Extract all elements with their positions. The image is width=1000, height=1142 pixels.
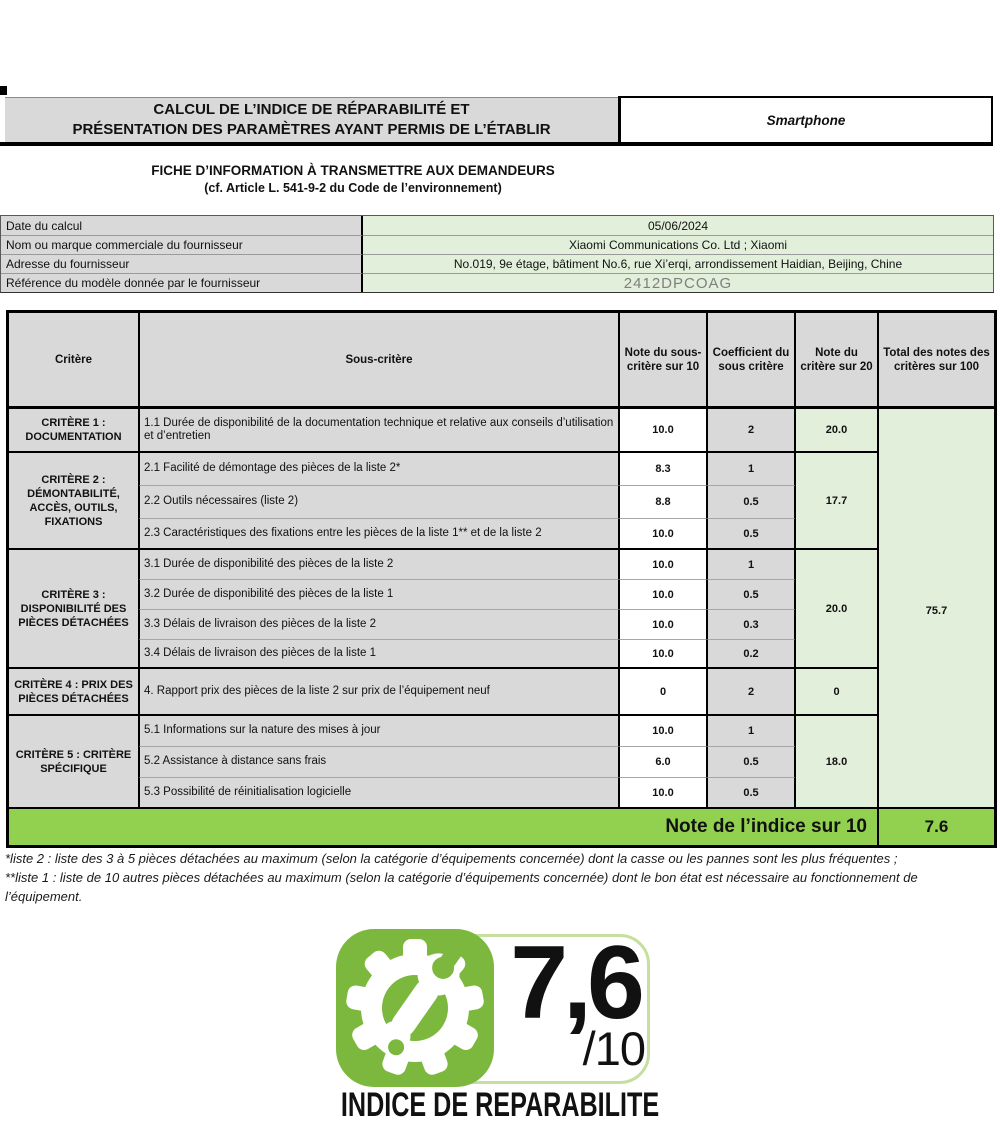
- subcriterion-2-2-coef: 0.5: [707, 485, 795, 518]
- col-header-coefficient: Coefficient du sous critère: [707, 312, 795, 408]
- subcriterion-5-2-note: 6.0: [619, 746, 707, 777]
- subcriterion-3-3-coef: 0.3: [707, 609, 795, 639]
- subcriterion-5-2-coef: 0.5: [707, 746, 795, 777]
- subcriterion-3-1-coef: 1: [707, 549, 795, 579]
- footnote-liste-2: *liste 2 : liste des 3 à 5 pièces détach…: [5, 851, 898, 866]
- logo-score-value: 7,6: [510, 925, 645, 1041]
- info-value-supplier-name: Xiaomi Communications Co. Ltd ; Xiaomi: [363, 235, 993, 254]
- col-header-note-20: Note du critère sur 20: [795, 312, 878, 408]
- subcriterion-3-2-label: 3.2 Durée de disponibilité des pièces de…: [139, 579, 619, 609]
- subcriterion-2-2-note: 8.8: [619, 485, 707, 518]
- criterion-5-note20: 18.0: [795, 715, 878, 808]
- col-header-critere: Critère: [8, 312, 139, 408]
- index-row-value: 7.6: [878, 808, 995, 846]
- subcriterion-3-2-note: 10.0: [619, 579, 707, 609]
- subcriterion-3-3-note: 10.0: [619, 609, 707, 639]
- title-line-1: CALCUL DE L’INDICE DE RÉPARABILITÉ ET: [153, 101, 470, 118]
- criterion-2-name: CRITÈRE 2 : DÉMONTABILITÉ, ACCÈS, OUTILS…: [8, 452, 139, 549]
- subcriterion-5-1-note: 10.0: [619, 715, 707, 746]
- subcriterion-3-1-note: 10.0: [619, 549, 707, 579]
- criterion-3-name: CRITÈRE 3 : DISPONIBILITÉ DES PIÈCES DÉT…: [8, 549, 139, 668]
- footnotes: *liste 2 : liste des 3 à 5 pièces détach…: [5, 849, 993, 906]
- supplier-info-table: [0, 215, 994, 293]
- subcriterion-2-3-label: 2.3 Caractéristiques des fixations entre…: [139, 518, 619, 549]
- header-divider: [0, 142, 993, 146]
- gear-wrench-icon: [336, 929, 494, 1087]
- criterion-4-note20: 0: [795, 668, 878, 715]
- subcriterion-5-3-coef: 0.5: [707, 777, 795, 808]
- criterion-4-name: CRITÈRE 4 : PRIX DES PIÈCES DÉTACHÉES: [8, 668, 139, 715]
- subcriterion-4-label: 4. Rapport prix des pièces de la liste 2…: [139, 668, 619, 715]
- subcriterion-3-4-label: 3.4 Délais de livraison des pièces de la…: [139, 639, 619, 668]
- criterion-5-name: CRITÈRE 5 : CRITÈRE SPÉCIFIQUE: [8, 715, 139, 808]
- info-value-date: 05/06/2024: [363, 216, 993, 235]
- subcriterion-3-1-label: 3.1 Durée de disponibilité des pièces de…: [139, 549, 619, 579]
- subcriterion-3-4-note: 10.0: [619, 639, 707, 668]
- subcriterion-1-1-coef: 2: [707, 408, 795, 452]
- product-category-box: Smartphone: [618, 96, 993, 142]
- subtitle-line-2: (cf. Article L. 541-9-2 du Code de l’env…: [204, 181, 502, 195]
- criterion-2-note20: 17.7: [795, 452, 878, 549]
- index-row-label: Note de l’indice sur 10: [8, 808, 878, 846]
- logo-score-denominator: /10: [582, 1022, 646, 1075]
- logo-caption: INDICE DE REPARABILITE: [0, 1086, 1000, 1124]
- subcriterion-1-1-label: 1.1 Durée de disponibilité de la documen…: [139, 408, 619, 452]
- subcriterion-5-3-label: 5.3 Possibilité de réinitialisation logi…: [139, 777, 619, 808]
- subcriterion-2-3-note: 10.0: [619, 518, 707, 549]
- subcriterion-4-coef: 2: [707, 668, 795, 715]
- col-header-sous-critere: Sous-critère: [139, 312, 619, 408]
- subcriterion-3-4-coef: 0.2: [707, 639, 795, 668]
- criterion-3-note20: 20.0: [795, 549, 878, 668]
- subcriterion-2-3-coef: 0.5: [707, 518, 795, 549]
- subcriterion-3-2-coef: 0.5: [707, 579, 795, 609]
- subcriterion-2-1-note: 8.3: [619, 452, 707, 485]
- subcriterion-5-3-note: 10.0: [619, 777, 707, 808]
- logo-caption-text: INDICE DE REPARABILITE: [340, 1086, 660, 1124]
- criterion-1-note20: 20.0: [795, 408, 878, 452]
- col-header-total-100: Total des notes des critères sur 100: [878, 312, 995, 408]
- subcriterion-5-1-label: 5.1 Informations sur la nature des mises…: [139, 715, 619, 746]
- document-title: CALCUL DE L’INDICE DE RÉPARABILITÉ ET PR…: [5, 97, 618, 142]
- document-subtitle: FICHE D’INFORMATION À TRANSMETTRE AUX DE…: [0, 162, 706, 196]
- subcriterion-1-1-note: 10.0: [619, 408, 707, 452]
- criterion-1-name: CRITÈRE 1 : DOCUMENTATION: [8, 408, 139, 452]
- footnote-liste-1: **liste 1 : liste de 10 autres pièces dé…: [5, 870, 918, 904]
- product-category: Smartphone: [766, 112, 846, 128]
- subcriterion-2-1-coef: 1: [707, 452, 795, 485]
- subcriterion-5-1-coef: 1: [707, 715, 795, 746]
- subcriterion-2-1-label: 2.1 Facilité de démontage des pièces de …: [139, 452, 619, 485]
- info-label-supplier-name: Nom ou marque commerciale du fournisseur: [1, 235, 363, 254]
- page-border-tick: [0, 86, 7, 95]
- subcriterion-2-2-label: 2.2 Outils nécessaires (liste 2): [139, 485, 619, 518]
- info-label-supplier-address: Adresse du fournisseur: [1, 254, 363, 273]
- subcriterion-5-2-label: 5.2 Assistance à distance sans frais: [139, 746, 619, 777]
- subcriterion-4-note: 0: [619, 668, 707, 715]
- subcriterion-3-3-label: 3.3 Délais de livraison des pièces de la…: [139, 609, 619, 639]
- title-line-2: PRÉSENTATION DES PARAMÈTRES AYANT PERMIS…: [72, 121, 551, 138]
- info-label-date: Date du calcul: [1, 216, 363, 235]
- total-score-100: 75.7: [878, 408, 995, 808]
- info-value-supplier-address: No.019, 9e étage, bâtiment No.6, rue Xi’…: [363, 254, 993, 273]
- col-header-note-sous-critere: Note du sous-critère sur 10: [619, 312, 707, 408]
- info-label-model-reference: Référence du modèle donnée par le fourni…: [1, 273, 363, 292]
- info-value-model-reference: 2412DPCOAG: [363, 273, 993, 292]
- subtitle-line-1: FICHE D’INFORMATION À TRANSMETTRE AUX DE…: [151, 163, 555, 178]
